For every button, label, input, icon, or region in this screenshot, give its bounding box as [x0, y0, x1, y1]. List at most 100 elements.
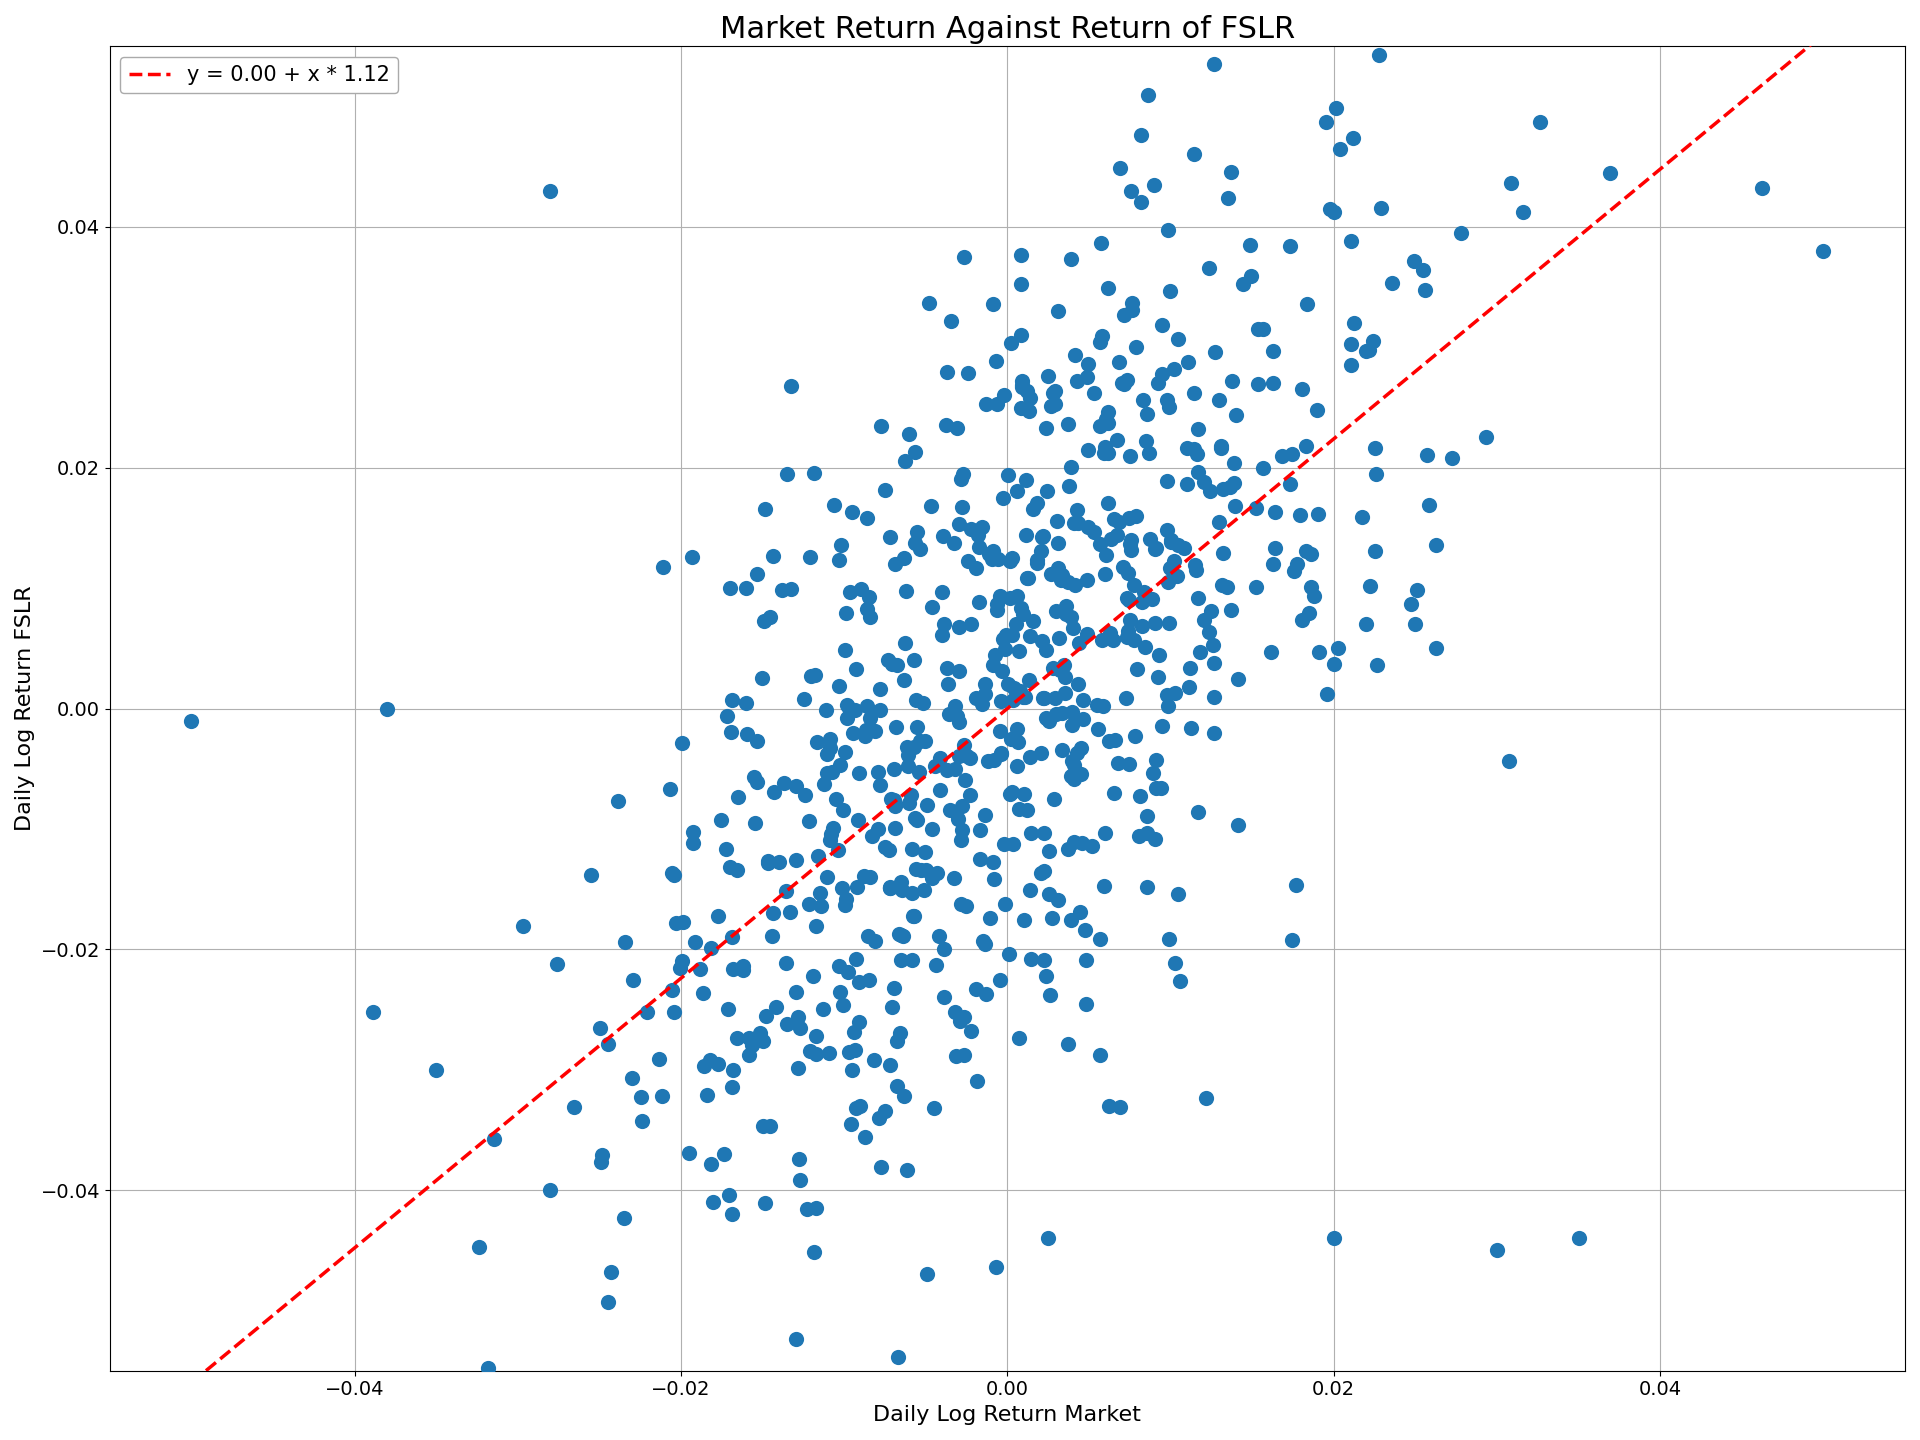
Point [1006, 369, 1037, 392]
Point [1052, 412, 1083, 435]
Point [1181, 559, 1212, 582]
Point [1029, 860, 1060, 883]
Point [1194, 256, 1225, 279]
Point [998, 688, 1029, 711]
Point [758, 780, 789, 804]
Point [1140, 749, 1171, 772]
Point [1277, 929, 1308, 952]
Point [785, 1017, 816, 1040]
Point [1146, 314, 1177, 337]
Point [970, 672, 1000, 696]
Point [728, 959, 758, 982]
Point [977, 540, 1008, 563]
Point [824, 955, 854, 978]
Point [899, 648, 929, 671]
Point [1058, 753, 1089, 776]
Point [1077, 834, 1108, 857]
Point [603, 789, 634, 812]
Point [657, 861, 687, 884]
Point [1050, 595, 1081, 618]
Point [987, 660, 1018, 683]
Point [1194, 621, 1225, 644]
Point [1277, 442, 1308, 465]
Point [879, 788, 910, 811]
Point [1108, 372, 1139, 395]
Point [1133, 441, 1164, 464]
Point [1402, 579, 1432, 602]
Point [1025, 540, 1056, 563]
Point [824, 675, 854, 698]
Point [781, 848, 812, 871]
Point [676, 546, 707, 569]
Point [1212, 576, 1242, 599]
Point [1323, 636, 1354, 660]
Point [1114, 608, 1144, 631]
Point [1116, 445, 1146, 468]
Point [1400, 613, 1430, 636]
Point [870, 1100, 900, 1123]
Point [970, 683, 1000, 706]
Point [835, 1112, 866, 1135]
Point [1296, 543, 1327, 566]
Point [1029, 949, 1060, 972]
Point [922, 861, 952, 884]
Point [935, 799, 966, 822]
Point [1071, 569, 1102, 592]
Point [1102, 752, 1133, 775]
Point [985, 969, 1016, 992]
Point [1014, 668, 1044, 691]
Point [1302, 399, 1332, 422]
Point [945, 468, 975, 491]
Point [1098, 729, 1129, 752]
Legend: y = 0.00 + x * 1.12: y = 0.00 + x * 1.12 [121, 56, 397, 94]
Point [833, 697, 864, 720]
Point [1096, 527, 1127, 550]
Point [939, 757, 970, 780]
Point [716, 720, 747, 743]
Title: Market Return Against Return of FSLR: Market Return Against Return of FSLR [720, 14, 1294, 45]
Point [1336, 229, 1367, 252]
Point [1194, 480, 1225, 503]
Point [749, 1030, 780, 1053]
Point [657, 978, 687, 1001]
Point [910, 841, 941, 864]
Point [1160, 681, 1190, 704]
Point [964, 536, 995, 559]
Point [816, 822, 847, 845]
Point [889, 670, 920, 693]
Point [595, 1261, 626, 1284]
Point [943, 615, 973, 638]
Point [1164, 533, 1194, 556]
Point [1068, 688, 1098, 711]
Point [1035, 710, 1066, 733]
Point [829, 639, 860, 662]
Point [1071, 366, 1102, 389]
Point [814, 736, 845, 759]
Point [852, 694, 883, 717]
Point [897, 881, 927, 904]
Point [920, 755, 950, 778]
Point [1037, 395, 1068, 418]
Point [1296, 576, 1327, 599]
Point [979, 749, 1010, 772]
Point [1135, 528, 1165, 552]
Point [1321, 96, 1352, 120]
Point [611, 930, 641, 953]
Point [933, 703, 964, 726]
Point [831, 887, 862, 910]
Point [968, 930, 998, 953]
Point [1140, 828, 1171, 851]
Point [1125, 124, 1156, 147]
Point [1256, 641, 1286, 664]
Point [814, 727, 845, 750]
Point [674, 1142, 705, 1165]
Point [732, 576, 762, 599]
Point [1215, 160, 1246, 183]
Point [824, 549, 854, 572]
Point [906, 858, 937, 881]
Point [747, 1115, 778, 1138]
Point [1046, 701, 1077, 724]
Point [1125, 190, 1156, 213]
Point [879, 816, 910, 840]
Point [1208, 541, 1238, 564]
